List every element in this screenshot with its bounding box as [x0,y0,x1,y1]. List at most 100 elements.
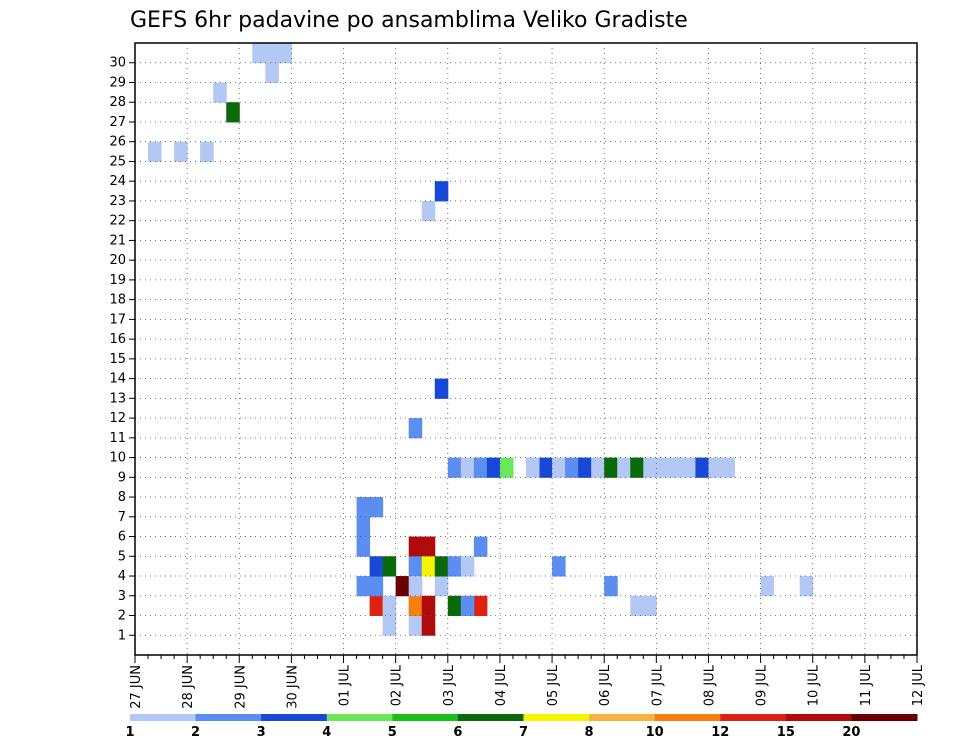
heatmap-cell [760,576,775,597]
heatmap-cell [486,457,501,478]
y-tick-label: 21 [109,233,126,248]
x-tick-label: 12 JUL [911,664,926,706]
colorbar-swatch [589,714,656,721]
x-tick-label: 30 JUN [285,665,300,709]
heatmap-cell [369,497,384,518]
x-tick-label: 07 JUL [650,664,665,706]
colorbar-label: 5 [388,725,397,740]
colorbar-swatch [326,714,393,721]
heatmap-cell [604,576,618,597]
heatmap-cell [434,378,449,399]
x-tick-label: 01 JUL [338,664,353,706]
y-tick-label: 11 [109,431,126,446]
heatmap-cell [643,595,657,617]
y-tick-label: 18 [109,293,126,308]
heatmap-cell [421,200,436,222]
heatmap-cell [591,457,605,478]
x-axis: 27 JUN 28 JUN 29 JUN 30 JUN 01 JUL 02 JUL 03 J… [129,655,926,709]
heatmap-cell [447,595,462,617]
y-tick-label: 7 [118,510,126,525]
y-tick-label: 2 [118,609,126,624]
plot-frame [134,42,918,656]
heatmap-cell [499,457,514,478]
heatmap-cell [630,595,644,617]
colorbar-swatch [523,714,590,721]
heatmap-cell [434,181,449,202]
x-tick-label: 06 JUL [598,664,613,706]
colorbar-swatch [785,714,852,721]
y-tick-label: 6 [118,530,126,545]
heatmap-cell [682,457,696,478]
chart-title: GEFS 6hr padavine po ansamblima Veliko G… [130,8,688,33]
colorbar-label: 15 [777,725,795,740]
colorbar-swatch [392,714,459,721]
heatmap-cell [356,516,371,538]
x-tick-label: 08 JUL [702,664,717,706]
colorbar-swatch [851,714,918,721]
colorbar-label: 20 [842,725,860,740]
heatmap-cell [408,556,423,577]
colorbar: 1 2 3 4 5 6 7 8 10 12 15 20 [125,714,918,740]
colorbar-label: 7 [519,725,528,740]
y-tick-label: 9 [118,470,126,485]
heatmap-cell [226,102,240,123]
heatmap-cell [356,576,371,597]
heatmap-cell [356,497,371,518]
y-tick-label: 5 [118,549,126,564]
y-tick-label: 1 [118,628,126,643]
heatmap-cell [434,576,449,597]
colorbar-label: 4 [322,725,331,740]
heatmap-cell [708,457,722,478]
x-tick-label: 02 JUL [390,664,405,706]
heatmap-cell [460,595,475,617]
heatmap-cell [604,457,618,478]
heatmap-cell [369,576,384,597]
heatmap-cell [617,457,631,478]
heatmap-cell [565,457,579,478]
y-tick-label: 28 [109,95,126,110]
heatmap-cell [526,457,540,478]
heatmap-cell [382,595,397,617]
heatmap-cell [552,556,566,577]
x-tick-label: 05 JUL [546,664,561,706]
y-tick-label: 10 [109,451,126,466]
heatmap-cell [578,457,592,478]
heatmap-cell [382,556,397,577]
heatmap-cell [421,595,436,617]
y-tick-label: 20 [109,253,126,268]
heatmap-cell [408,418,423,439]
heatmap-cell [721,457,736,478]
x-tick-label: 27 JUN [129,665,144,709]
grid-layer [135,43,917,655]
heatmap-cell [382,615,397,636]
x-tick-label: 28 JUN [181,665,196,709]
y-tick-label: 8 [118,490,126,505]
colorbar-swatch [457,714,524,721]
heatmap-cell [265,62,279,83]
heatmap-cell [695,457,709,478]
y-tick-label: 16 [109,332,126,347]
colorbar-swatch [261,714,328,721]
colorbar-label: 10 [646,725,664,740]
heatmap-cell [265,43,279,64]
y-tick-label: 30 [109,56,126,71]
heatmap-cell [643,457,657,478]
y-tick-label: 25 [109,154,126,169]
y-tick-label: 26 [109,135,126,150]
colorbar-swatch [130,714,197,721]
heatmap-cell [369,556,384,577]
heatmap-cell [669,457,683,478]
heatmap-cell [799,576,814,597]
colorbar-label: 6 [453,725,462,740]
y-tick-label: 27 [109,115,126,130]
heatmap-cell [447,556,462,577]
heatmap-cell [252,43,266,64]
heatmap-cell [408,536,423,557]
heatmap-cell [148,141,162,162]
x-tick-label: 11 JUL [859,664,874,706]
heatmap-cell [421,536,436,557]
colorbar-swatch [654,714,721,721]
heatmap-cell [174,141,188,162]
x-tick-label: 29 JUN [233,665,248,709]
